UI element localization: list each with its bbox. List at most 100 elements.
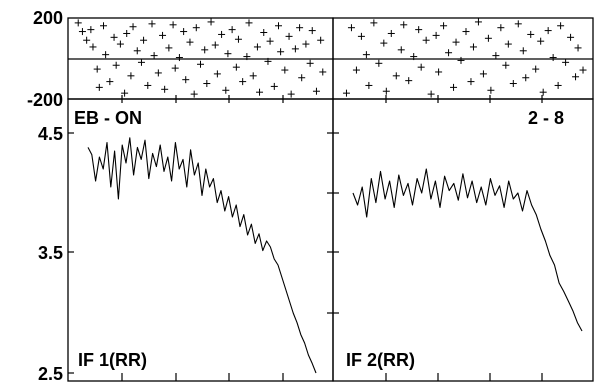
scatter-point <box>492 52 500 60</box>
scatter-point <box>83 36 91 44</box>
scatter-point <box>410 53 418 61</box>
scatter-point <box>519 47 527 55</box>
scatter-point <box>186 38 194 46</box>
scatter-point <box>112 61 120 69</box>
scatter-point <box>249 72 257 80</box>
scatter-point <box>357 32 365 40</box>
scatter-point <box>532 65 540 73</box>
series-line-bottom-left <box>87 137 317 374</box>
scatter-point <box>287 90 295 98</box>
scatter-point <box>218 30 226 38</box>
scatter-point <box>514 20 522 28</box>
scatter-point <box>484 34 492 42</box>
scatter-point <box>171 64 179 72</box>
scatter-point <box>497 24 505 32</box>
scatter-point <box>502 61 510 69</box>
scatter-point <box>544 27 552 35</box>
scatter-point <box>285 32 293 40</box>
scatter-point <box>579 66 587 74</box>
scatter-point <box>427 90 435 98</box>
scatter-point <box>370 19 378 27</box>
panel-label-if1: IF 1(RR) <box>78 350 147 370</box>
scatter-point <box>102 51 110 59</box>
scatter-point <box>352 66 360 74</box>
scatter-point <box>400 21 408 29</box>
scatter-point <box>137 58 145 66</box>
scatter-point <box>450 83 458 91</box>
scatter-point <box>405 77 413 85</box>
scatter-point <box>375 59 383 67</box>
scatter-point <box>232 63 240 71</box>
scatter-point <box>539 88 547 96</box>
scatter-point <box>440 22 448 30</box>
scatter-point <box>567 33 575 41</box>
scatter-point <box>203 80 211 88</box>
scatter-point <box>291 45 299 53</box>
scatter-point <box>298 74 306 82</box>
scatter-point <box>256 88 264 96</box>
scatter-point <box>270 82 278 90</box>
scatter-point <box>479 70 487 78</box>
scatter-point <box>522 74 530 82</box>
scatter-point <box>245 19 253 27</box>
scatter-point <box>422 36 430 44</box>
scatter-point <box>387 29 395 37</box>
scatter-point <box>347 24 355 32</box>
scatter-point <box>121 89 129 97</box>
scatter-point <box>182 76 190 84</box>
scatter-point <box>78 28 86 36</box>
scatter-point <box>281 66 289 74</box>
scatter-point <box>89 43 97 51</box>
scatter-point <box>562 58 570 66</box>
scatter-point <box>362 51 370 59</box>
scatter-point <box>277 48 285 56</box>
scatter-point <box>74 19 82 27</box>
scatter-point <box>487 86 495 94</box>
scatter-point <box>342 89 350 97</box>
scatter-point <box>154 69 162 77</box>
scatter-point <box>306 59 314 67</box>
scatter-point <box>222 86 230 94</box>
scatter-point <box>382 87 390 95</box>
scatter-point <box>397 46 405 54</box>
scatter-point <box>266 37 274 45</box>
scatter-point <box>302 40 310 48</box>
scatter-point <box>190 90 198 98</box>
chart-marks <box>74 18 587 374</box>
scatter-point <box>159 31 167 39</box>
scatter-point <box>435 68 443 76</box>
scatter-point <box>175 54 183 62</box>
scatter-point <box>95 83 103 91</box>
bottom-left-frame <box>67 98 334 382</box>
scatter-point <box>317 36 325 44</box>
scatter-point <box>165 44 173 52</box>
y-tick-label-200: 200 <box>33 8 63 28</box>
scatter-point <box>133 47 141 55</box>
series-line-bottom-right <box>352 168 583 332</box>
panel-label-if2: IF 2(RR) <box>346 350 415 370</box>
scatter-point <box>319 68 327 76</box>
scatter-point <box>557 22 565 30</box>
y-tick-label-minus-200: -200 <box>27 90 63 110</box>
scatter-point <box>527 30 535 38</box>
scatter-point <box>110 33 118 41</box>
scatter-point <box>467 78 475 86</box>
scatter-point <box>509 80 517 88</box>
scatter-point <box>87 26 95 34</box>
scatter-point <box>197 60 204 68</box>
y-tick-label-2-5: 2.5 <box>38 364 63 384</box>
scatter-point <box>161 85 169 93</box>
scatter-point <box>432 31 440 39</box>
scatter-point <box>129 23 137 31</box>
scatter-point <box>504 40 512 48</box>
y-tick-label-4-5: 4.5 <box>38 124 63 144</box>
scatter-point <box>469 43 477 51</box>
scatter-point <box>275 22 283 30</box>
scatter-point <box>140 36 148 44</box>
scatter-point <box>264 57 272 65</box>
scatter-point <box>144 81 152 89</box>
scatter-point <box>180 28 188 36</box>
scatter-point <box>452 38 460 46</box>
scatter-point <box>554 81 562 89</box>
